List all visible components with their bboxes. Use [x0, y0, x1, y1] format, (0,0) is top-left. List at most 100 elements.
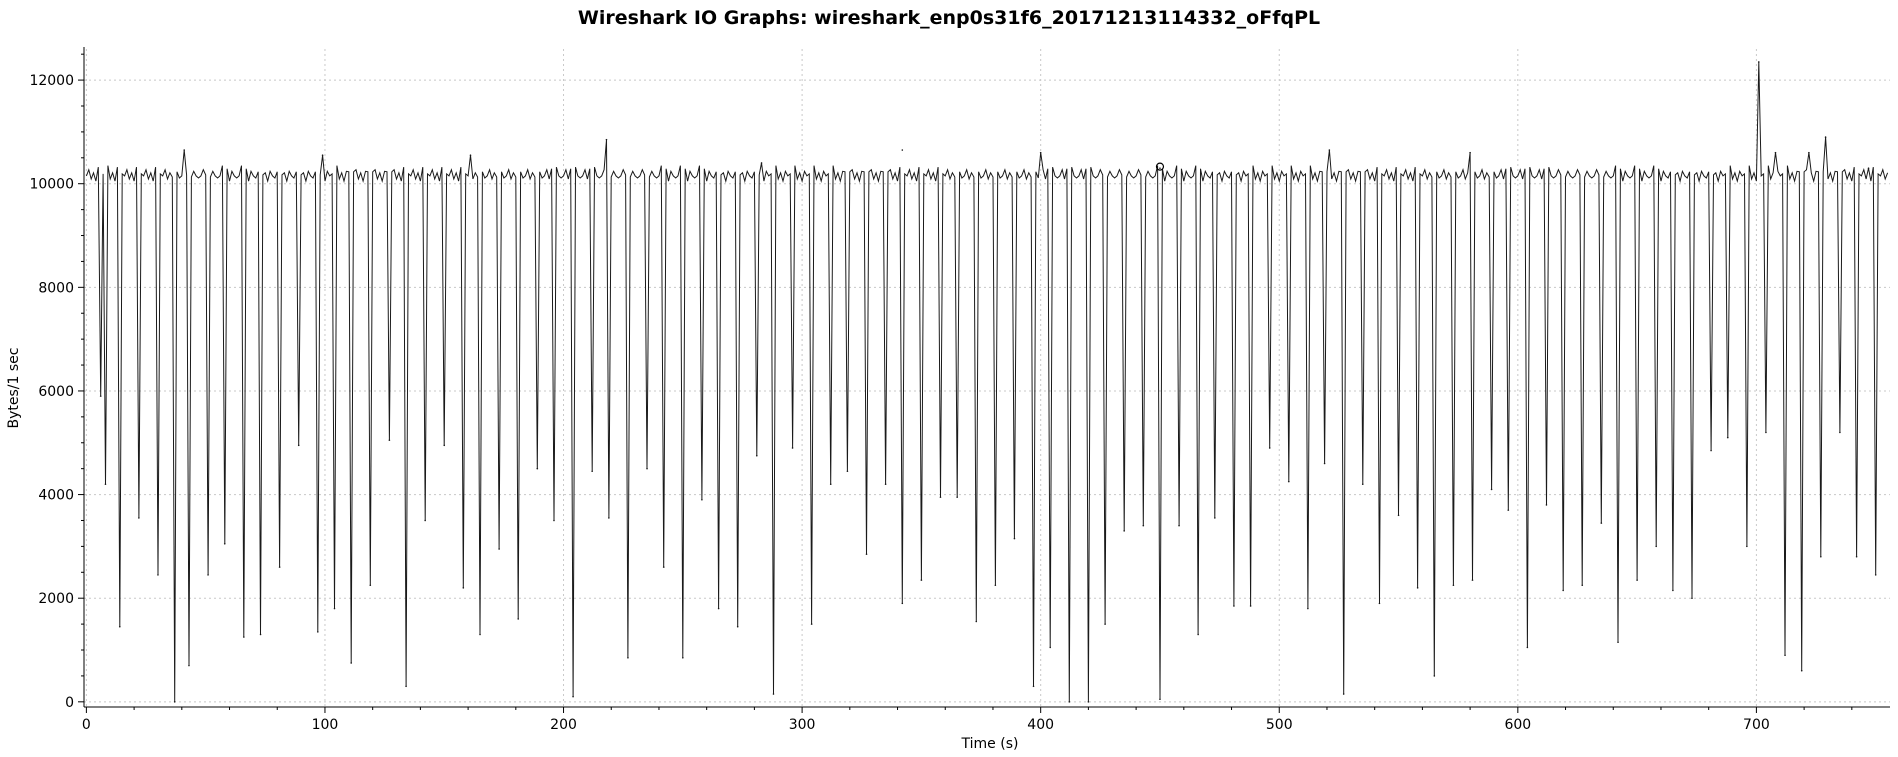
data-point-dip: [517, 618, 520, 620]
data-point-dip: [173, 701, 176, 703]
data-point-dip: [223, 542, 226, 545]
x-tick-label: 700: [1743, 717, 1770, 733]
data-point-dip: [755, 454, 758, 457]
data-point-dip: [1361, 483, 1364, 486]
data-point-dip: [462, 587, 465, 589]
data-point-dip: [157, 574, 159, 576]
data-point-dip: [846, 470, 849, 473]
series-line: [85, 61, 1889, 702]
data-point-dip: [1710, 449, 1712, 452]
data-point-dip: [1287, 480, 1290, 483]
data-point-dip: [662, 566, 665, 568]
y-tick-label: 6000: [38, 384, 74, 400]
data-point-dip: [1617, 641, 1619, 644]
data-point-dip: [1123, 530, 1125, 532]
data-point-dip: [207, 574, 209, 576]
x-tick-label: 300: [789, 717, 816, 733]
data-point-dip: [1839, 431, 1841, 434]
data-point-dip: [1600, 522, 1603, 524]
data-point-dip: [1032, 685, 1035, 688]
chart-title: Wireshark IO Graphs: wireshark_enp0s31f6…: [578, 7, 1320, 29]
data-point-dip: [1307, 607, 1309, 610]
data-point-dip: [1233, 605, 1235, 607]
data-point-dip: [1268, 447, 1271, 449]
x-tick-label: 500: [1266, 717, 1293, 733]
data-point-dip: [627, 656, 629, 659]
data-point-dip: [591, 470, 593, 473]
data-point-dip: [1452, 584, 1455, 587]
data-point-dip: [1416, 587, 1419, 589]
data-point-dip: [1104, 623, 1106, 625]
data-point-dip: [1562, 589, 1564, 592]
data-point-dip: [259, 633, 262, 636]
data-point-dip: [1087, 701, 1090, 703]
data-point-dip: [717, 607, 720, 610]
data-point-dip: [1746, 545, 1748, 548]
y-tick-label: 8000: [38, 280, 74, 296]
data-point-dip: [1800, 669, 1803, 672]
data-point-peak: [1824, 136, 1827, 138]
data-point-dip: [1672, 589, 1674, 592]
data-point-dip: [572, 695, 574, 698]
data-point-dip: [104, 483, 107, 486]
data-point-dip: [1636, 579, 1638, 581]
data-point-dip: [975, 620, 978, 623]
data-point-dip: [1049, 646, 1052, 649]
data-point-dip: [243, 636, 245, 638]
data-point-dip: [1323, 462, 1326, 465]
data-point-dip: [1784, 654, 1786, 656]
data-point-dip: [99, 395, 102, 397]
data-point-dip: [1378, 602, 1381, 605]
data-point-dip: [901, 602, 904, 605]
data-point-dip: [1342, 693, 1345, 695]
data-point-dip: [1726, 436, 1729, 439]
data-point-dip: [498, 548, 500, 550]
data-point-dip: [772, 693, 775, 695]
data-point-dip: [646, 467, 648, 470]
data-point-peak: [1039, 151, 1042, 154]
y-tick-label: 12000: [29, 73, 74, 89]
data-point-dip: [118, 625, 121, 628]
y-tick-label: 2000: [38, 591, 74, 607]
data-point-peak: [1808, 151, 1810, 154]
data-point-dip: [1178, 524, 1180, 527]
x-axis-label: Time (s): [961, 736, 1019, 752]
data-point-dip: [1068, 701, 1071, 703]
x-tick-label: 400: [1027, 717, 1054, 733]
data-point-dip: [1013, 537, 1016, 540]
data-point-peak: [1328, 149, 1331, 151]
data-point-dip: [350, 662, 353, 664]
data-point-peak: [321, 154, 324, 157]
data-point-dip: [1855, 555, 1858, 558]
x-tick-label: 0: [82, 717, 91, 733]
data-point-dip: [1397, 514, 1400, 517]
data-point-dip: [188, 664, 190, 667]
data-point-dip: [1765, 431, 1767, 434]
data-point-dip: [810, 623, 813, 625]
selected-point-marker: [1155, 162, 1165, 171]
data-point-dip: [701, 498, 703, 501]
data-point-dip: [1545, 504, 1548, 506]
x-tick-label: 200: [550, 717, 577, 733]
data-point-dip: [608, 517, 610, 519]
data-point-dip: [1490, 488, 1493, 491]
data-point-dip: [138, 517, 140, 519]
data-point-dip: [317, 631, 319, 633]
data-point-dip: [479, 633, 481, 636]
data-point-peak: [605, 138, 608, 141]
data-point-dip: [1655, 545, 1657, 548]
data-point-dip: [1820, 555, 1822, 558]
data-point-dip: [939, 496, 942, 498]
data-point-dip: [443, 444, 446, 447]
data-point-dip: [278, 566, 281, 568]
data-point-dip: [405, 685, 407, 688]
data-point-dip: [1874, 574, 1877, 576]
grid-lines: [84, 49, 1890, 707]
plot-area: [85, 61, 1889, 703]
data-point-dip: [536, 467, 539, 470]
data-point-dip: [1142, 524, 1145, 527]
data-point-dip: [333, 607, 336, 610]
data-point-dip: [682, 656, 684, 659]
x-tick-label: 600: [1504, 717, 1531, 733]
data-point-peak: [1774, 151, 1777, 154]
